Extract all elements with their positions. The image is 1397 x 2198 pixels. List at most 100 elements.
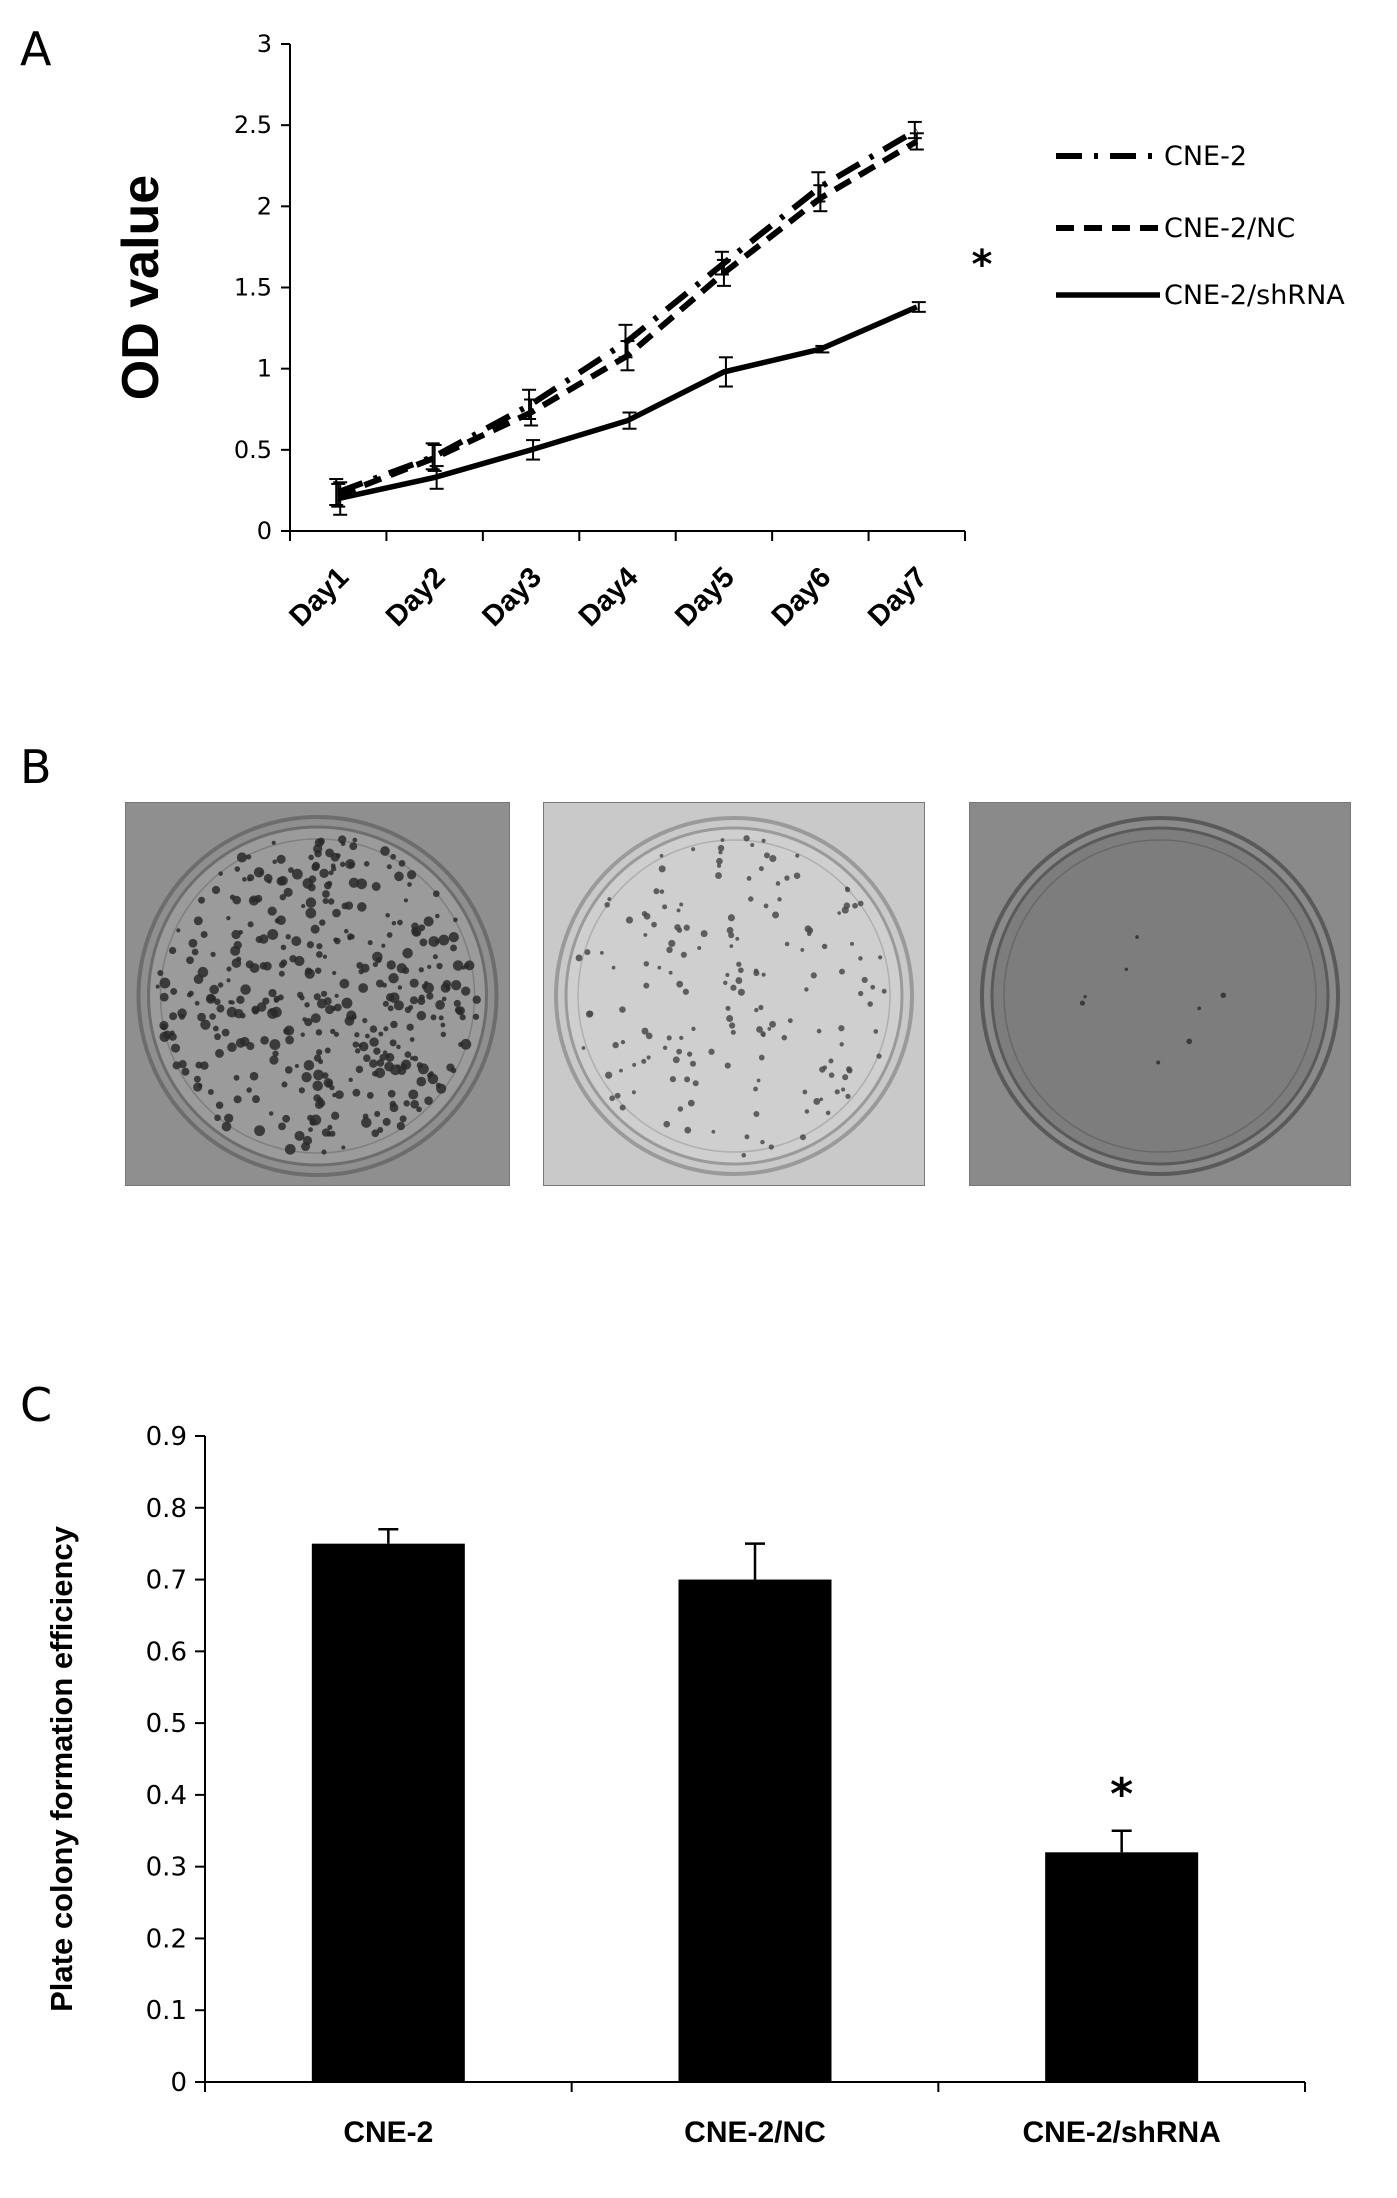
colony-dot bbox=[761, 972, 766, 977]
colony-dot bbox=[810, 972, 817, 979]
colony-dot bbox=[335, 853, 341, 859]
colony-dot bbox=[285, 1035, 294, 1045]
colony-dot bbox=[700, 930, 708, 938]
colony-dot bbox=[358, 1041, 369, 1052]
colony-dot bbox=[412, 1055, 419, 1062]
plate-image-3 bbox=[970, 803, 1350, 1185]
colony-dot bbox=[281, 1081, 288, 1088]
y-tick-label: 0.4 bbox=[146, 1781, 187, 1811]
colony-dot bbox=[453, 917, 458, 923]
colony-dot bbox=[684, 1126, 692, 1134]
colony-dot bbox=[191, 948, 199, 956]
colony-dot bbox=[852, 902, 858, 909]
colony-dot bbox=[200, 930, 208, 938]
colony-dot bbox=[850, 941, 854, 946]
colony-dot bbox=[450, 1067, 457, 1074]
colony-dot bbox=[385, 1052, 395, 1062]
colony-dot bbox=[381, 943, 386, 948]
colony-dot bbox=[340, 841, 346, 847]
colony-dot bbox=[432, 890, 440, 898]
colony-dot bbox=[267, 906, 277, 916]
colony-dot bbox=[584, 949, 591, 956]
dish-inner-rim bbox=[577, 839, 891, 1153]
colony-dot bbox=[267, 929, 279, 940]
colony-dot bbox=[330, 1028, 336, 1035]
bar-2 bbox=[1045, 1852, 1199, 2082]
colony-dot bbox=[389, 1100, 397, 1108]
colony-dot bbox=[585, 1010, 594, 1018]
colony-dot bbox=[315, 1029, 323, 1036]
y-tick-label: 0.5 bbox=[146, 1709, 187, 1739]
colony-dot bbox=[417, 1063, 429, 1075]
colony-dot bbox=[218, 871, 223, 876]
colony-dot bbox=[321, 1072, 329, 1079]
colony-dot bbox=[216, 1004, 225, 1013]
colony-dot bbox=[643, 982, 650, 989]
colony-dot bbox=[386, 864, 392, 870]
colony-dot bbox=[362, 1113, 369, 1120]
y-tick-label: 0.6 bbox=[146, 1637, 187, 1667]
colony-dot bbox=[193, 916, 203, 926]
colony-dot bbox=[575, 954, 583, 962]
colony-dot bbox=[442, 979, 452, 989]
colony-dot bbox=[305, 897, 317, 908]
colony-dot bbox=[200, 1061, 209, 1070]
colony-dot bbox=[397, 919, 403, 926]
colony-dot bbox=[377, 1127, 384, 1133]
colony-dot bbox=[1135, 935, 1139, 939]
colony-dot bbox=[753, 1111, 760, 1118]
colony-dot bbox=[409, 996, 419, 1005]
colony-dot bbox=[387, 1005, 394, 1012]
colony-dot bbox=[388, 973, 399, 984]
colony-dot bbox=[355, 1065, 364, 1074]
colony-dot bbox=[226, 915, 231, 921]
colony-dot bbox=[793, 872, 801, 879]
colony-dot bbox=[282, 1114, 291, 1123]
colony-dot bbox=[1083, 995, 1087, 999]
colony-dot bbox=[226, 1006, 238, 1018]
colony-dot bbox=[396, 963, 407, 974]
colony-dot bbox=[207, 1089, 214, 1095]
colony-dot bbox=[452, 960, 464, 971]
colony-dot bbox=[436, 1083, 447, 1094]
colony-dot bbox=[273, 998, 279, 1003]
colony-dot bbox=[806, 931, 812, 937]
colony-dot bbox=[163, 1030, 172, 1040]
colony-dot bbox=[236, 956, 242, 962]
colony-dot bbox=[403, 898, 408, 903]
colony-dot bbox=[861, 976, 868, 984]
colony-dot bbox=[312, 1080, 323, 1092]
colony-dot bbox=[668, 970, 673, 975]
x-tick-label: CNE-2 bbox=[343, 2116, 433, 2149]
colony-dot bbox=[348, 877, 360, 888]
colony-dot bbox=[754, 1007, 759, 1013]
colony-dot bbox=[424, 980, 429, 986]
colony-dot bbox=[816, 1028, 822, 1034]
colony-dot bbox=[236, 995, 245, 1005]
colony-dot bbox=[193, 1075, 201, 1083]
colony-dot bbox=[270, 1006, 282, 1018]
colony-dot bbox=[268, 1111, 274, 1116]
colony-dot bbox=[247, 921, 254, 928]
legend-label-1: CNE-2/NC bbox=[1164, 213, 1295, 244]
colony-dot bbox=[251, 1095, 260, 1104]
colony-dot bbox=[234, 866, 241, 872]
significance-asterisk: * bbox=[1110, 1769, 1133, 1820]
legend-label-2: CNE-2/shRNA bbox=[1164, 280, 1345, 311]
colony-dot bbox=[386, 960, 396, 970]
colony-dot bbox=[372, 1070, 378, 1077]
colony-dot bbox=[305, 907, 317, 919]
colony-dot bbox=[679, 1035, 684, 1041]
colony-dot bbox=[278, 961, 286, 969]
colony-dot bbox=[334, 993, 339, 998]
colony-dot bbox=[720, 838, 725, 842]
colony-dot bbox=[314, 838, 324, 848]
colony-dot bbox=[438, 1015, 444, 1021]
colony-dot bbox=[276, 854, 286, 864]
colony-dot bbox=[677, 1106, 684, 1112]
colony-dot bbox=[284, 1143, 296, 1155]
colony-dot bbox=[285, 934, 291, 940]
colony-dot bbox=[735, 936, 740, 941]
colony-dot bbox=[279, 893, 287, 901]
colony-dot bbox=[327, 898, 335, 905]
